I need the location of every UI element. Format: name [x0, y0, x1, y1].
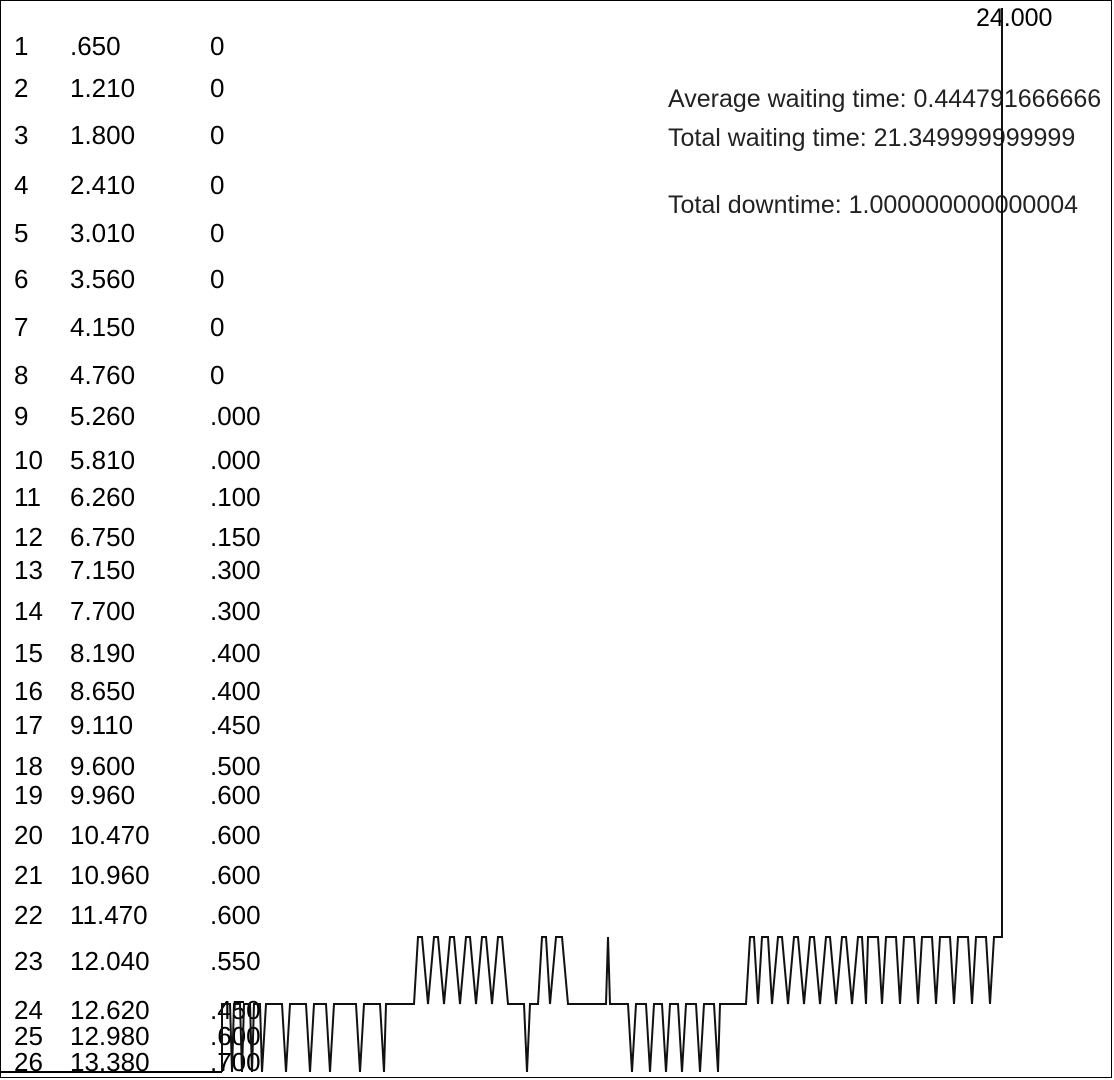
row-arrival-time: 7.150 [70, 555, 136, 585]
total-waiting-time: Total waiting time: 21.349999999999 [668, 125, 1076, 151]
row-wait-time: .600 [210, 780, 261, 810]
row-id: 24 [14, 995, 43, 1025]
row-arrival-time: 11.470 [70, 900, 148, 930]
row-arrival-time: 1.800 [70, 120, 136, 150]
row-id: 8 [14, 360, 29, 390]
total-downtime: Total downtime: 1.000000000000004 [668, 192, 1079, 218]
row-arrival-time: 3.560 [70, 264, 136, 294]
row-arrival-time: 10.470 [70, 820, 150, 850]
row-id: 7 [14, 312, 29, 342]
row-wait-time: 0 [210, 120, 225, 150]
row-id: 13 [14, 555, 43, 585]
row-id: 2 [14, 73, 29, 103]
row-id: 18 [14, 751, 43, 781]
row-arrival-time: 6.750 [70, 522, 136, 552]
row-id: 15 [14, 638, 43, 668]
row-wait-time: .400 [210, 638, 261, 668]
queue-step-line [221, 8, 1003, 1073]
row-wait-time: .000 [210, 445, 261, 475]
row-wait-time: .600 [210, 860, 261, 890]
row-wait-time: 0 [210, 218, 225, 248]
row-arrival-time: 6.260 [70, 482, 136, 512]
row-id: 21 [14, 860, 43, 890]
row-id: 4 [14, 170, 29, 200]
row-id: 16 [14, 676, 43, 706]
row-wait-time: .500 [210, 751, 261, 781]
row-id: 19 [14, 780, 43, 810]
row-arrival-time: 9.110 [70, 710, 134, 740]
row-arrival-time: 1.210 [70, 73, 136, 103]
row-wait-time: .450 [210, 710, 261, 740]
row-id: 10 [14, 445, 43, 475]
row-wait-time: .400 [210, 676, 261, 706]
row-arrival-time: 12.620 [70, 995, 150, 1025]
row-arrival-time: 3.010 [70, 218, 136, 248]
row-wait-time: 0 [210, 31, 225, 61]
row-id: 26 [14, 1047, 43, 1077]
row-id: 12 [14, 522, 43, 552]
row-wait-time: .300 [210, 596, 261, 626]
average-waiting-time: Average waiting time: 0.444791666666 [668, 86, 1102, 112]
row-arrival-time: 5.260 [70, 401, 136, 431]
row-wait-time: .000 [210, 401, 261, 431]
row-wait-time: 0 [210, 264, 225, 294]
row-wait-time: .100 [210, 482, 261, 512]
row-arrival-time: 12.980 [70, 1021, 150, 1051]
row-wait-time: 0 [210, 170, 225, 200]
row-arrival-time: 8.650 [70, 676, 136, 706]
row-id: 14 [14, 596, 43, 626]
row-wait-time: .600 [210, 900, 261, 930]
row-id: 9 [14, 401, 29, 431]
row-arrival-time: 4.760 [70, 360, 136, 390]
end-time-label: 24.000 [976, 4, 1053, 32]
row-id: 20 [14, 820, 43, 850]
row-wait-time: .300 [210, 555, 261, 585]
row-arrival-time: 13.380 [70, 1047, 150, 1077]
row-wait-time: .450 [210, 995, 261, 1025]
row-arrival-time: 9.600 [70, 751, 136, 781]
row-wait-time: .150 [210, 522, 261, 552]
row-id: 17 [14, 710, 43, 740]
row-wait-time: .600 [210, 820, 261, 850]
row-id: 25 [14, 1021, 43, 1051]
row-id: 22 [14, 900, 43, 930]
row-arrival-time: 10.960 [70, 860, 150, 890]
row-wait-time: 0 [210, 360, 225, 390]
row-id: 11 [14, 482, 41, 512]
row-arrival-time: 2.410 [70, 170, 136, 200]
row-arrival-time: .650 [70, 31, 121, 61]
row-id: 3 [14, 120, 29, 150]
row-arrival-time: 8.190 [70, 638, 136, 668]
row-arrival-time: 4.150 [70, 312, 136, 342]
row-id: 23 [14, 946, 43, 976]
row-wait-time: 0 [210, 73, 225, 103]
row-arrival-time: 9.960 [70, 780, 136, 810]
row-id: 1 [14, 31, 29, 61]
row-wait-time: 0 [210, 312, 225, 342]
row-arrival-time: 12.040 [70, 946, 150, 976]
row-wait-time: .550 [210, 946, 261, 976]
row-arrival-time: 5.810 [70, 445, 136, 475]
row-id: 5 [14, 218, 29, 248]
row-id: 6 [14, 264, 29, 294]
row-arrival-time: 7.700 [70, 596, 136, 626]
